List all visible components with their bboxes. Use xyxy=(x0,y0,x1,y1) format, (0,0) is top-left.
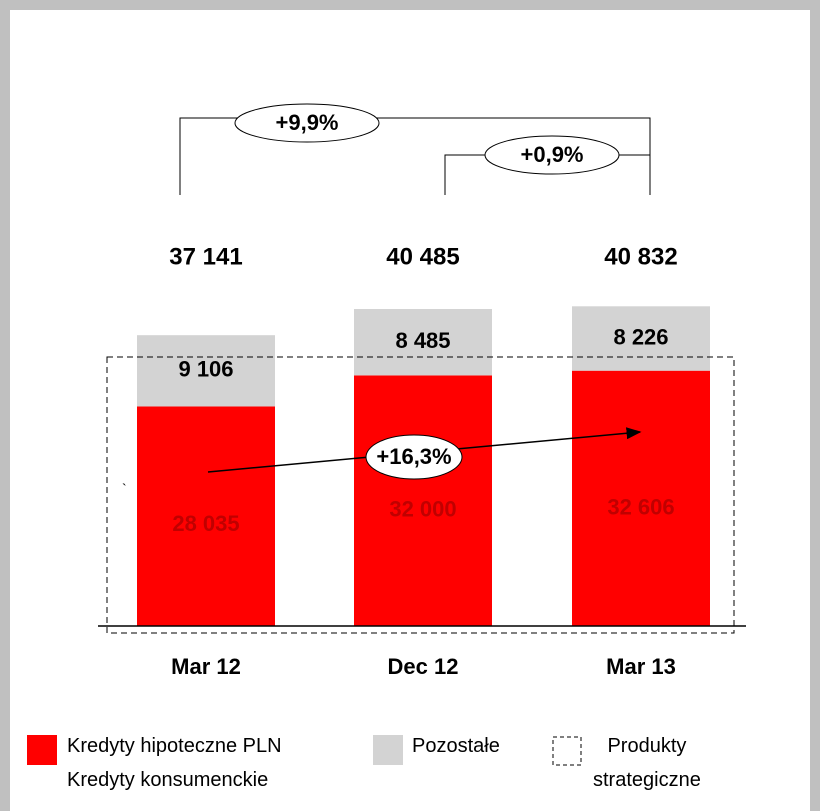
legend-swatch xyxy=(373,735,403,765)
value-label: 28 035 xyxy=(172,511,239,536)
value-label: 32 000 xyxy=(389,497,456,522)
growth-label: +16,3% xyxy=(376,444,451,469)
legend-label: Kredyty hipoteczne PLN Kredyty konsumenc… xyxy=(67,735,282,791)
badge xyxy=(365,434,463,480)
total-label: 40 485 xyxy=(386,243,459,270)
bar-segment xyxy=(137,406,275,626)
value-label: 32 606 xyxy=(607,494,674,519)
stray-mark: ` xyxy=(122,481,127,497)
legend-label: Pozostałe xyxy=(412,735,500,757)
strategic-box xyxy=(106,356,735,634)
bar-segment xyxy=(572,370,710,626)
x-tick-label: Dec 12 xyxy=(388,654,459,679)
bar-segment xyxy=(354,375,492,626)
growth-label: +9,9% xyxy=(276,110,339,135)
total-label: 37 141 xyxy=(169,243,242,270)
x-tick-label: Mar 13 xyxy=(606,654,676,679)
badge xyxy=(234,103,380,143)
legend-swatch xyxy=(552,736,582,766)
value-label: 8 226 xyxy=(613,324,668,349)
value-label: 8 485 xyxy=(395,328,450,353)
total-label: 40 832 xyxy=(604,243,677,270)
bar-segment xyxy=(572,306,710,371)
x-tick-label: Mar 12 xyxy=(171,654,241,679)
bar-segment xyxy=(137,335,275,407)
growth-label: +0,9% xyxy=(521,142,584,167)
bar-segment xyxy=(354,309,492,376)
bracket xyxy=(179,117,651,195)
legend-swatch xyxy=(27,735,57,765)
value-label: 9 106 xyxy=(178,357,233,382)
badge xyxy=(484,135,620,175)
legend-label: Produkty strategiczne xyxy=(593,735,701,791)
